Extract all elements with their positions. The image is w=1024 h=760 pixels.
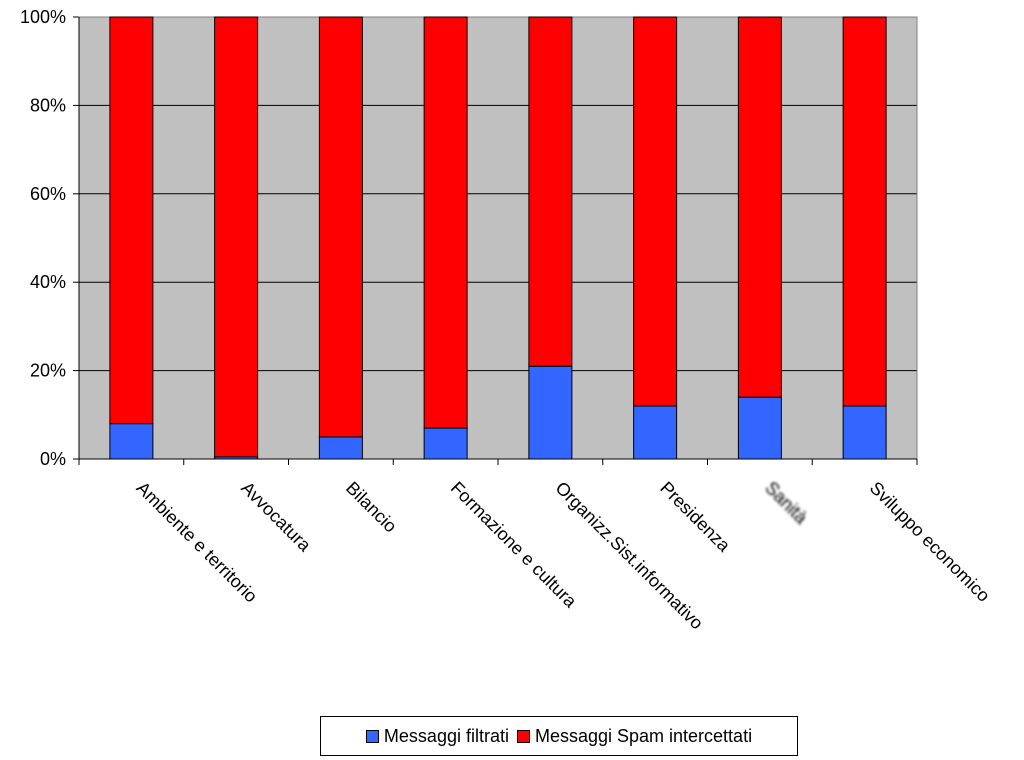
legend-swatch-filtered — [365, 729, 379, 743]
bar-filtered — [633, 405, 678, 460]
y-tick-label: 0% — [40, 449, 66, 469]
bar-spam — [737, 16, 782, 398]
bar-filtered — [318, 436, 363, 460]
x-category-label: Sanità — [761, 478, 812, 529]
plot-area — [79, 17, 917, 459]
bar-filtered — [109, 423, 154, 460]
bar-spam — [214, 16, 259, 458]
x-category-label: Avvocatura — [237, 478, 315, 556]
legend-label-filtered: Messaggi filtrati — [383, 725, 509, 746]
y-tick-label: 40% — [30, 272, 66, 292]
bar-spam — [318, 16, 363, 438]
y-tick-label: 60% — [30, 184, 66, 204]
x-category-label: Bilancio — [342, 478, 401, 537]
legend: Messaggi filtrati Messaggi Spam intercet… — [320, 716, 798, 756]
legend-item-spam: Messaggi Spam intercettati — [516, 725, 753, 747]
bar-filtered — [842, 405, 887, 460]
bar-spam — [109, 16, 154, 425]
x-category-label: Ambiente e territorio — [133, 478, 262, 607]
legend-item-filtered: Messaggi filtrati — [365, 725, 509, 747]
bar-filtered — [737, 396, 782, 460]
bar-spam — [633, 16, 678, 407]
x-category-label: Sviluppo economico — [866, 478, 994, 606]
chart-canvas: 0% 20% 40% 60% 80% 100% Ambiente e territorioA… — [20, 7, 994, 633]
y-tick-label: 20% — [30, 361, 66, 381]
bar-spam — [528, 16, 573, 367]
bar-filtered — [423, 427, 468, 460]
legend-label-spam: Messaggi Spam intercettati — [534, 725, 753, 746]
x-category-label: Presidenza — [656, 478, 735, 557]
legend-swatch-spam — [516, 729, 530, 743]
bar-filtered — [528, 365, 573, 460]
y-tick-label: 80% — [30, 95, 66, 115]
y-tick-label: 100% — [20, 7, 66, 27]
bar-spam — [423, 16, 468, 429]
bar-spam — [842, 16, 887, 407]
